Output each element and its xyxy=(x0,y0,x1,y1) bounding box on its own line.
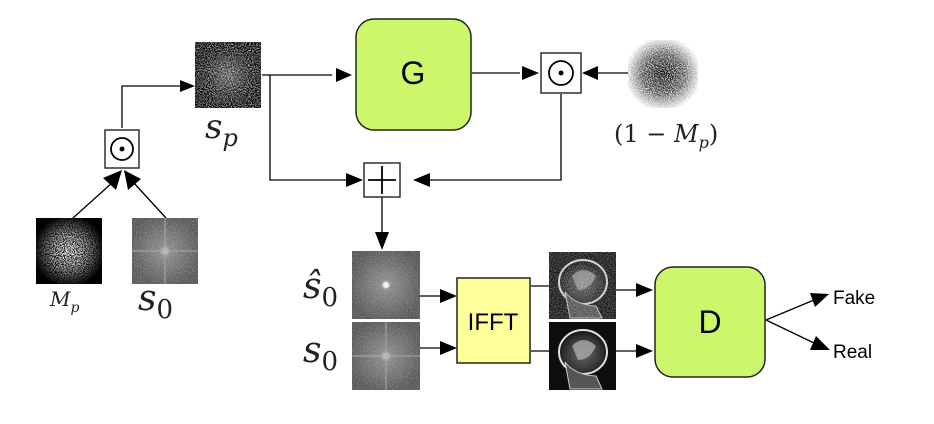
s0-input-spectrum xyxy=(132,218,198,284)
arrowhead xyxy=(413,173,430,187)
s0-input-label: s0 xyxy=(138,278,173,325)
wire-hadamard-to-adder xyxy=(430,94,562,181)
arrowhead xyxy=(522,66,539,80)
wire-sp-to-adder xyxy=(269,75,346,181)
adder xyxy=(363,162,401,198)
real-output-label: Real xyxy=(833,342,872,363)
wire-s0-to-hadamard xyxy=(132,181,167,219)
arrowhead xyxy=(375,232,389,250)
inv-mask-label: (1 − Mp) xyxy=(614,120,718,152)
arrowhead xyxy=(636,283,653,297)
hadamard-product-right xyxy=(540,52,582,94)
s0-spectrum xyxy=(352,322,420,390)
sp-spectrum xyxy=(195,42,261,108)
arrowhead xyxy=(440,341,457,355)
s0-hat-label: ŝ0 xyxy=(303,266,338,313)
arrowhead xyxy=(582,66,598,80)
ifft-label: IFFT xyxy=(468,309,519,336)
arrowhead xyxy=(810,293,829,307)
mask-image xyxy=(36,218,102,284)
wire-mask-to-hadamard xyxy=(72,181,114,219)
generator-label: G xyxy=(401,55,426,91)
mask-label: Mp xyxy=(49,287,79,316)
discriminator-block: D xyxy=(654,266,766,378)
wire-discriminator-to-real xyxy=(765,319,815,344)
fake-output-label: Fake xyxy=(833,288,875,309)
mri-real-image xyxy=(549,322,616,390)
arrowhead xyxy=(180,80,195,92)
wire-hadamard-to-sp xyxy=(121,85,182,128)
arrowhead xyxy=(440,289,457,303)
arrowhead xyxy=(336,68,352,82)
arrowhead xyxy=(810,336,830,350)
hadamard-product-left xyxy=(104,129,140,169)
connectors xyxy=(72,66,830,358)
arrowhead xyxy=(103,170,122,190)
generator-block: G xyxy=(355,18,472,131)
inverse-mask-image xyxy=(628,40,698,108)
arrowhead xyxy=(636,344,653,358)
arrowhead xyxy=(346,173,363,187)
discriminator-label: D xyxy=(698,304,721,340)
s0-hat-spectrum xyxy=(352,251,420,319)
mri-reconstructed-image xyxy=(549,252,616,319)
s0-spectrum-label: s0 xyxy=(303,330,338,377)
sp-label: sp xyxy=(205,107,238,152)
arrowhead xyxy=(124,170,141,190)
ifft-block: IFFT xyxy=(456,277,531,364)
wire-discriminator-to-fake xyxy=(765,299,815,321)
